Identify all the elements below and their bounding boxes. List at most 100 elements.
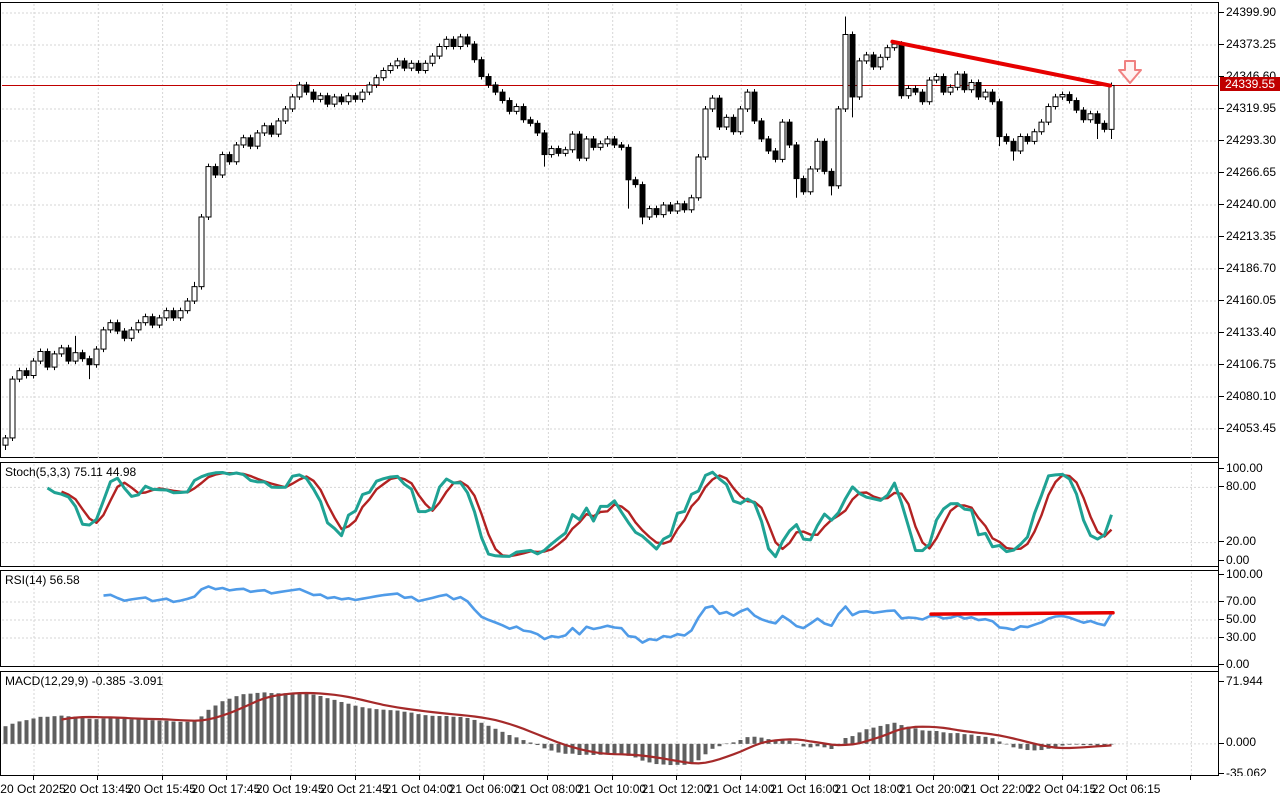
macd-bar xyxy=(465,717,470,744)
macd-bar xyxy=(689,743,694,764)
macd-bar xyxy=(878,725,883,744)
price-axis-label: 24053.45 xyxy=(1219,421,1276,435)
bullish-candle xyxy=(9,378,16,439)
stoch-panel[interactable]: Stoch(5,3,3) 75.11 44.98 xyxy=(0,462,1219,567)
bearish-candle xyxy=(478,59,485,78)
macd-bar xyxy=(969,734,974,744)
bullish-candle xyxy=(779,121,786,160)
bearish-candle xyxy=(1066,94,1073,102)
price-axis-label: 24106.75 xyxy=(1219,357,1276,371)
bullish-candle xyxy=(1017,136,1024,152)
bullish-candle xyxy=(261,125,268,134)
bearish-candle xyxy=(541,132,548,156)
macd-bar xyxy=(892,722,897,744)
macd-bar xyxy=(227,698,232,744)
bearish-candle xyxy=(1073,100,1080,111)
macd-bar xyxy=(605,743,610,755)
bearish-candle xyxy=(170,310,177,319)
price-axis-label: 24293.30 xyxy=(1219,133,1276,147)
macd-bar xyxy=(325,698,330,744)
bullish-candle xyxy=(1087,113,1094,121)
rsi-indicator-label: RSI(14) 56.58 xyxy=(5,573,80,587)
bullish-candle xyxy=(702,108,709,158)
macd-bar xyxy=(640,743,645,761)
macd-bar xyxy=(521,740,526,744)
bearish-candle xyxy=(996,101,1003,138)
bearish-candle xyxy=(639,184,646,218)
bullish-candle xyxy=(191,286,198,302)
macd-bar xyxy=(388,710,393,744)
bearish-candle xyxy=(786,121,793,146)
bearish-candle xyxy=(975,82,982,98)
macd-bar xyxy=(1039,743,1044,751)
macd-bar xyxy=(248,693,253,744)
macd-bar xyxy=(416,714,421,744)
bullish-candle xyxy=(562,149,569,154)
bearish-candle xyxy=(310,91,317,100)
macd-bar xyxy=(675,743,680,765)
macd-bar xyxy=(703,743,708,755)
macd-bar xyxy=(395,710,400,744)
time-axis-label: 21 Oct 16:00 xyxy=(770,782,839,796)
rsi-panel[interactable]: RSI(14) 56.58 xyxy=(0,570,1219,667)
time-axis-label: 21 Oct 10:00 xyxy=(577,782,647,796)
macd-bar xyxy=(297,692,302,744)
bearish-candle xyxy=(226,154,233,163)
time-axis-tick xyxy=(804,776,806,780)
time-axis-tick xyxy=(997,776,999,780)
price-axis-line xyxy=(1218,2,1219,776)
bullish-candle xyxy=(1031,131,1038,142)
bearish-candle xyxy=(681,203,688,211)
stoch-indicator-label: Stoch(5,3,3) 75.11 44.98 xyxy=(5,465,137,479)
bearish-candle xyxy=(471,43,478,61)
indicator-axis-label: 50.00 xyxy=(1219,612,1256,626)
time-axis-label: 20 Oct 2025 xyxy=(0,782,66,796)
price-axis-label: 24160.05 xyxy=(1219,293,1276,307)
bullish-candle xyxy=(1045,106,1052,123)
macd-panel[interactable]: MACD(12,29,9) -0.385 -3.091 xyxy=(0,671,1219,776)
bullish-candle xyxy=(646,208,653,218)
down-arrow-icon[interactable] xyxy=(1118,60,1142,84)
rsi-trendline[interactable] xyxy=(929,611,1115,616)
bullish-candle xyxy=(93,348,100,366)
bearish-candle xyxy=(303,84,310,93)
bullish-candle xyxy=(198,216,205,288)
macd-bar xyxy=(787,740,792,744)
bullish-candle xyxy=(51,353,58,368)
price-axis-label: 24399.90 xyxy=(1219,5,1276,19)
bearish-candle xyxy=(1010,140,1017,152)
descending-trendline[interactable] xyxy=(890,39,1113,88)
macd-bar xyxy=(374,709,379,744)
bearish-candle xyxy=(1101,122,1108,130)
time-axis-label: 21 Oct 06:00 xyxy=(448,782,518,796)
time-axis-label: 21 Oct 18:00 xyxy=(834,782,904,796)
time-axis-tick xyxy=(483,776,485,780)
macd-bar xyxy=(1109,743,1114,745)
macd-bar xyxy=(752,736,757,744)
macd-bar xyxy=(598,743,603,755)
price-axis-label: 24266.65 xyxy=(1219,165,1276,179)
macd-bar xyxy=(94,719,99,744)
indicator-axis-label: 80.00 xyxy=(1219,479,1256,493)
macd-bar xyxy=(73,716,78,744)
macd-bar xyxy=(17,721,22,744)
bearish-candle xyxy=(506,100,513,112)
bullish-candle xyxy=(709,97,716,110)
bullish-candle xyxy=(345,95,352,103)
macd-bar xyxy=(1018,743,1023,749)
bearish-candle xyxy=(520,106,527,121)
macd-bar xyxy=(801,743,806,747)
bullish-candle xyxy=(884,47,891,58)
time-axis-label: 20 Oct 19:45 xyxy=(255,782,325,796)
bearish-candle xyxy=(352,95,359,100)
bearish-candle xyxy=(870,54,877,68)
main-chart-panel[interactable] xyxy=(0,2,1219,458)
bullish-candle xyxy=(394,60,401,67)
stoch-main-line xyxy=(46,470,1113,559)
macd-bar xyxy=(710,743,715,749)
bullish-candle xyxy=(954,73,961,88)
macd-bar xyxy=(997,741,1002,744)
bullish-candle xyxy=(877,56,884,68)
macd-bar xyxy=(290,692,295,744)
bearish-candle xyxy=(247,137,254,147)
